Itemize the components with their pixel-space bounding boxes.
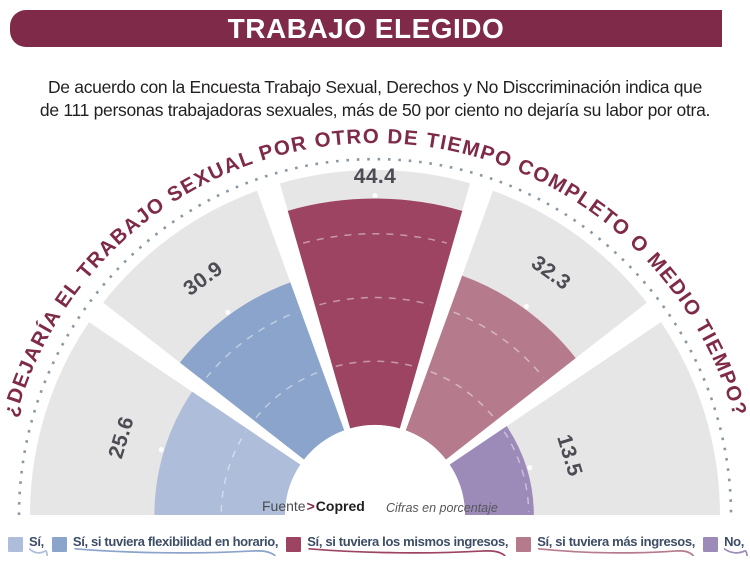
legend-item: No, <box>703 534 744 555</box>
legend-underline-swash <box>73 547 282 556</box>
legend-label: No, <box>724 534 744 555</box>
legend-underline-swash <box>537 547 699 556</box>
value-marker-dot <box>225 309 231 315</box>
legend-item: Sí, <box>8 534 44 555</box>
value-marker-dot <box>527 465 533 471</box>
legend-item: Sí, si tuviera los mismos ingresos, <box>286 534 508 555</box>
gridline-arc <box>453 311 545 379</box>
source-prefix: Fuente <box>262 498 306 514</box>
gridline-arc <box>220 431 247 512</box>
gridline-arc <box>503 431 530 512</box>
gridline-arc <box>205 311 297 379</box>
legend: Sí, Sí, si tuviera flexibilidad en horari… <box>8 534 744 555</box>
sector-value-wedge <box>405 275 576 460</box>
legend-swatch <box>516 537 532 552</box>
legend-label: Sí, <box>29 534 44 555</box>
page-title: TRABAJO ELEGIDO <box>227 12 505 44</box>
sector-value-wedge <box>154 391 301 515</box>
sector-value-wedge <box>287 198 463 429</box>
gridline-arc <box>319 296 431 306</box>
value-marker-dot <box>372 192 378 199</box>
legend-underline-swash <box>29 547 48 556</box>
legend-item: Sí, si tuviera flexibilidad en horario, <box>51 534 279 555</box>
center-hole <box>285 425 465 515</box>
source-name: Copred <box>315 498 365 514</box>
value-label: 44.4 <box>354 165 396 188</box>
gridline-arc <box>430 370 495 419</box>
legend-swatch <box>8 537 23 552</box>
legend-item: Sí, si tuviera más ingresos, <box>516 534 695 555</box>
title-banner: TRABAJO ELEGIDO <box>10 10 722 47</box>
unit-note: Cifras en porcentaje <box>386 501 498 515</box>
intro-text: De acuerdo con la Encuesta Trabajo Sexua… <box>39 76 711 120</box>
value-marker-dot <box>523 303 530 310</box>
legend-swatch <box>286 537 302 552</box>
source-line: Fuente>Copred <box>262 498 365 514</box>
gridline-arc <box>302 233 448 244</box>
sector-value-wedge <box>449 426 534 515</box>
legend-underline-swash <box>724 547 748 556</box>
legend-label: Sí, si tuviera los mismos ingresos, <box>307 534 508 555</box>
legend-swatch <box>703 537 719 552</box>
source-separator-icon: > <box>306 498 315 514</box>
legend-label: Sí, si tuviera más ingresos, <box>537 534 695 555</box>
gridline-arc <box>335 360 415 368</box>
gridline-arc <box>255 370 320 419</box>
fan-chart: 25.630.944.432.313.5¿DEJARÍA EL TRABAJO … <box>0 125 750 516</box>
sector-value-wedge <box>179 282 345 460</box>
value-marker-dot <box>158 447 164 453</box>
legend-label: Sí, si tuviera flexibilidad en horario, <box>73 534 279 555</box>
legend-underline-swash <box>307 547 512 556</box>
legend-swatch <box>51 537 67 552</box>
